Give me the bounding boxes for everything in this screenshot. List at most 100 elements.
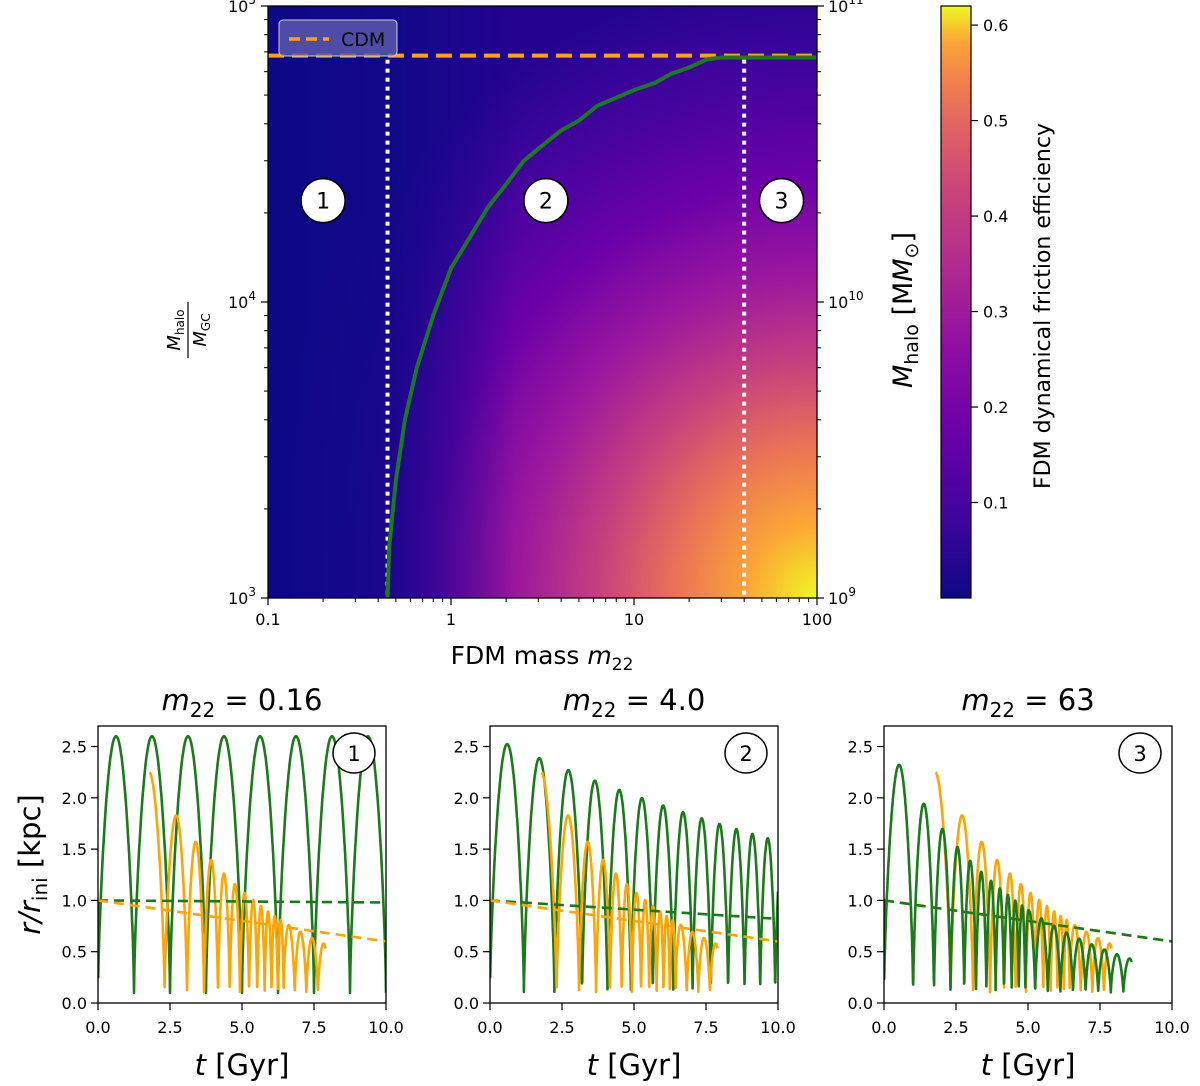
colorbar-tick-label: 0.6 — [983, 16, 1008, 35]
x-tick-label: 0.0 — [871, 1018, 896, 1037]
region-number: 3 — [775, 190, 789, 215]
panel-region-label: 3 — [1118, 732, 1162, 774]
x-tick-label: 7.5 — [1087, 1018, 1112, 1037]
x-tick-label: 0.1 — [255, 610, 280, 629]
y-tick-label: 2.0 — [62, 789, 87, 808]
main-axes: 0.1 1 10 100 103 104 105 109 1010 1011 — [228, 0, 864, 629]
y-tick-label: 0.5 — [454, 943, 479, 962]
y-tick-label: 1.0 — [848, 891, 873, 910]
y-tick-label: 103 — [228, 585, 256, 608]
panel-region-label: 2 — [724, 732, 768, 774]
legend-cdm-label: CDM — [341, 29, 385, 51]
region-circle — [300, 177, 346, 224]
colorbar-ticks: 0.1 0.2 0.3 0.4 0.5 0.6 — [971, 16, 1008, 513]
y-tick-label: 104 — [228, 289, 256, 312]
right-y-tick-label: 1011 — [828, 0, 864, 16]
main-right-ylabel: Mhalo [MM⊙] — [888, 232, 923, 388]
orbit-panel-3: 3 0.0 2.5 5.0 7.5 10.0 0.0 0.5 1.0 1.5 2.0 2.5 m22 =… — [848, 683, 1190, 1082]
x-tick-label: 10.0 — [760, 1018, 796, 1037]
y-tick-label: 2.5 — [454, 738, 479, 757]
y-tick-label: 2.0 — [454, 789, 479, 808]
orbit-series — [98, 735, 386, 994]
panel-title: m22 = 0.16 — [161, 683, 322, 722]
main-ylabel-denominator: MGC — [190, 313, 213, 346]
heatmap-low-region — [268, 6, 817, 598]
y-tick-label: 0.5 — [62, 943, 87, 962]
legend-box — [278, 19, 398, 57]
region-number: 2 — [539, 190, 553, 215]
colorbar-gradient — [940, 5, 972, 599]
region-number: 2 — [739, 742, 752, 766]
region-circle — [1118, 732, 1162, 774]
y-tick-label: 2.0 — [848, 789, 873, 808]
y-tick-label: 1.0 — [454, 891, 479, 910]
x-tick-label: 10.0 — [1154, 1018, 1190, 1037]
panel-ylabel: r/rini [kpc] — [13, 794, 52, 934]
x-tick-label: 0.0 — [477, 1018, 502, 1037]
y-tick-label: 1.0 — [62, 891, 87, 910]
panel-xlabel: t [Gyr] — [981, 1048, 1076, 1082]
series-dashed-orange — [490, 899, 778, 943]
y-tick-label: 1.5 — [62, 840, 87, 859]
region-number: 1 — [316, 190, 330, 215]
region-label-2: 2 — [523, 177, 569, 224]
colorbar-tick-label: 0.5 — [983, 112, 1008, 131]
colorbar-label: FDM dynamical friction efficiency — [1031, 123, 1056, 489]
region-number: 1 — [347, 742, 360, 766]
orbit-series — [884, 763, 1172, 994]
region-circle — [724, 732, 768, 774]
series-dashed-green — [98, 899, 386, 904]
x-tick-label: 2.5 — [549, 1018, 574, 1037]
panel-xlabel: t [Gyr] — [195, 1048, 290, 1082]
series-dashed-green — [884, 899, 1172, 943]
series-dashed-green — [490, 899, 778, 921]
x-tick-label: 5.0 — [229, 1018, 254, 1037]
orbit-panel-2: 2 0.0 2.5 5.0 7.5 10.0 0.0 0.5 1.0 1.5 2.0 2.5 m22 =… — [454, 683, 796, 1082]
colorbar-tick-label: 0.2 — [983, 398, 1008, 417]
green-curve — [385, 55, 817, 598]
x-tick-label: 10.0 — [368, 1018, 404, 1037]
right-y-tick-label: 1010 — [828, 289, 864, 312]
colorbar-tick-label: 0.3 — [983, 303, 1008, 322]
x-tick-label: 5.0 — [621, 1018, 646, 1037]
panel-title: m22 = 4.0 — [563, 683, 706, 722]
colorbar-tick-label: 0.1 — [983, 494, 1008, 513]
x-tick-label: 5.0 — [1015, 1018, 1040, 1037]
right-y-tick-label: 109 — [828, 585, 856, 608]
main-xlabel: FDM mass m22 — [451, 641, 634, 675]
y-tick-label: 0.5 — [848, 943, 873, 962]
y-tick-label: 105 — [228, 0, 256, 16]
region-label-1: 1 — [300, 177, 346, 224]
x-tick-label: 2.5 — [157, 1018, 182, 1037]
series-solid-orange — [148, 771, 327, 994]
region-circle — [758, 177, 805, 224]
panel-xlabel: t [Gyr] — [587, 1048, 682, 1082]
main-heatmap-panel: 1 2 3 0.1 1 10 100 103 104 105 109 1010 1011 CDM FD… — [164, 0, 923, 675]
y-tick-label: 1.5 — [848, 840, 873, 859]
x-tick-label: 0.0 — [85, 1018, 110, 1037]
heatmap-overlay: 1 2 3 — [268, 53, 817, 598]
panel-region-label: 1 — [332, 732, 376, 774]
region-circle — [332, 732, 376, 774]
x-tick-label: 10 — [624, 610, 644, 629]
panel-title: m22 = 63 — [961, 683, 1094, 722]
region-label-3: 3 — [758, 177, 805, 224]
orbit-series — [490, 742, 778, 994]
region-number: 3 — [1133, 742, 1146, 766]
series-solid-orange — [540, 771, 719, 994]
x-tick-label: 7.5 — [693, 1018, 718, 1037]
legend: CDM — [278, 19, 398, 57]
series-solid-green — [884, 763, 1133, 994]
series-dashed-orange — [98, 899, 386, 943]
main-ylabel-numerator: Mhalo — [164, 309, 187, 350]
y-tick-label: 2.5 — [848, 738, 873, 757]
colorbar-tick-label: 0.4 — [983, 207, 1008, 226]
x-tick-label: 100 — [802, 610, 833, 629]
y-tick-label: 1.5 — [454, 840, 479, 859]
main-ylabel-fraction: Mhalo MGC — [164, 302, 213, 358]
x-tick-label: 2.5 — [943, 1018, 968, 1037]
x-tick-label: 7.5 — [301, 1018, 326, 1037]
